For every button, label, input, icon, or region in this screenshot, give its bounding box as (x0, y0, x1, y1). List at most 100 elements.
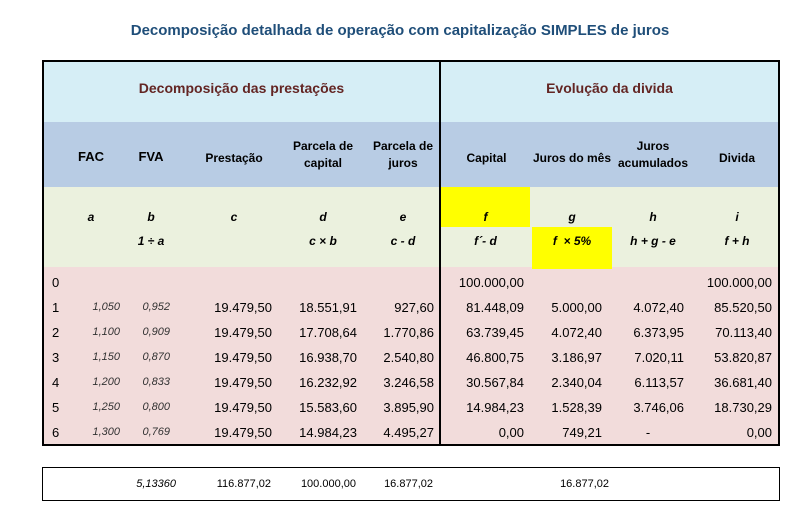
cell-period: 6 (52, 425, 60, 440)
section-title-evolucao: Evolução da divida (546, 80, 673, 96)
letter-f: f (483, 210, 488, 224)
cell-capital: 81.448,09 (466, 300, 524, 315)
cell-juros-acumulados: 3.746,06 (633, 400, 684, 415)
header-parcela-capital: Parcela de capital (284, 138, 362, 172)
table-row: 3 1,150 0,870 19.479,50 16.938,70 2.540,80 46.… (44, 345, 778, 370)
cell-fac: 1,050 (92, 301, 120, 313)
cell-parcela-juros: 3.246,58 (383, 375, 434, 390)
cell-juros-mes: 2.340,04 (551, 375, 602, 390)
cell-divida: 0,00 (746, 425, 772, 440)
cell-prestacao: 19.479,50 (214, 400, 272, 415)
cell-prestacao: 19.479,50 (214, 300, 272, 315)
cell-juros-acumulados: - (645, 425, 651, 440)
cell-divida: 70.113,40 (715, 325, 772, 340)
cell-period: 0 (52, 275, 60, 290)
cell-juros-mes: 1.528,39 (551, 400, 602, 415)
cell-juros-acumulados: 7.020,11 (634, 350, 684, 365)
total-fva: 5,13360 (136, 478, 176, 490)
cell-prestacao: 19.479,50 (214, 375, 272, 390)
cell-parcela-juros: 2.540,80 (383, 350, 434, 365)
section-title-decomposicao: Decomposição das prestações (138, 80, 345, 96)
letter-a: a (87, 210, 95, 224)
table-row: 1 1,050 0,952 19.479,50 18.551,91 927,60 81.44… (44, 295, 778, 320)
cell-fac: 1,100 (92, 326, 120, 338)
page-title: Decomposição detalhada de operação com c… (130, 22, 670, 39)
cell-fva: 0,769 (142, 426, 170, 438)
cell-fac: 1,150 (92, 351, 120, 363)
cell-period: 1 (52, 300, 60, 315)
header-fva: FVA (138, 149, 164, 164)
cell-juros-mes: 5.000,00 (551, 300, 602, 315)
cell-divida: 36.681,40 (714, 375, 772, 390)
cell-parcela-capital: 16.938,70 (299, 350, 357, 365)
letter-b: b (147, 210, 155, 224)
cell-divida: 85.520,50 (714, 300, 772, 315)
cell-capital: 63.739,45 (466, 325, 524, 340)
formula-e: c - d (390, 234, 416, 248)
table-row: 5 1,250 0,800 19.479,50 15.583,60 3.895,90 14.… (44, 395, 778, 420)
header-juros-acumulados-line1: Juros (636, 139, 670, 153)
formula-i: f + h (724, 234, 750, 248)
cell-divida: 18.730,29 (714, 400, 772, 415)
section-header-band (44, 62, 778, 122)
cell-fva: 0,870 (142, 351, 170, 363)
total-parcela-juros: 16.877,02 (384, 478, 433, 490)
cell-juros-mes (532, 270, 602, 295)
letter-d: d (319, 210, 327, 224)
highlight-g (532, 227, 612, 269)
cell-capital: 0,00 (498, 425, 524, 440)
header-juros-mes: Juros do mês (532, 151, 612, 165)
header-juros-acumulados-line2: acumulados (617, 156, 689, 170)
cell-juros-acumulados (612, 270, 684, 295)
cell-juros-acumulados: 4.072,40 (633, 300, 684, 315)
total-prestacao: 116.877,02 (216, 478, 271, 490)
letter-i: i (735, 210, 739, 224)
section-divider (439, 62, 441, 444)
formula-b: 1 ÷ a (137, 234, 165, 248)
cell-capital: 100.000,00 (458, 275, 524, 290)
decomposition-table: Decomposição das prestações Evolução da … (42, 60, 780, 446)
cell-prestacao (194, 270, 272, 295)
cell-prestacao: 19.479,50 (214, 350, 272, 365)
cell-fac (74, 270, 120, 295)
table-row: 4 1,200 0,833 19.479,50 16.232,92 3.246,58 30.… (44, 370, 778, 395)
cell-period: 2 (52, 325, 60, 340)
table-row: 0 100.000,00 100.000,00 (44, 270, 778, 295)
formula-h: h + g - e (630, 234, 676, 248)
header-divida: Divida (718, 151, 755, 165)
header-fac: FAC (78, 149, 104, 164)
cell-parcela-capital: 16.232,92 (299, 375, 357, 390)
letter-e: e (399, 210, 407, 224)
letter-c: c (230, 210, 238, 224)
cell-prestacao: 19.479,50 (214, 425, 272, 440)
cell-prestacao: 19.479,50 (214, 325, 272, 340)
cell-parcela-capital: 18.551,91 (299, 300, 357, 315)
cell-fva: 0,952 (142, 301, 170, 313)
totals-row: 5,13360 116.877,02 100.000,00 16.877,02 … (42, 467, 780, 501)
cell-fva (124, 270, 170, 295)
cell-capital: 46.800,75 (466, 350, 524, 365)
highlight-f (441, 187, 530, 227)
cell-parcela-juros: 3.895,90 (383, 400, 434, 415)
cell-divida: 100.000,00 (706, 275, 772, 290)
cell-fac: 1,250 (92, 401, 120, 413)
header-parcela-capital-line1: Parcela de (292, 139, 354, 153)
cell-parcela-capital: 14.984,23 (299, 425, 357, 440)
data-band (44, 267, 778, 444)
cell-parcela-juros: 927,60 (394, 300, 434, 315)
formula-band (44, 187, 778, 267)
formula-f: f´- d (474, 234, 497, 248)
cell-fva: 0,800 (142, 401, 170, 413)
cell-juros-acumulados: 6.373,95 (633, 325, 684, 340)
cell-parcela-juros (362, 270, 434, 295)
formula-d: c × b (309, 234, 337, 248)
formula-g: f × 5% (552, 234, 592, 248)
total-juros-mes: 16.877,02 (560, 478, 609, 490)
cell-divida: 53.820,87 (714, 350, 772, 365)
header-capital: Capital (466, 151, 507, 165)
cell-period: 5 (52, 400, 60, 415)
cell-juros-mes: 4.072,40 (551, 325, 602, 340)
cell-capital: 30.567,84 (466, 375, 524, 390)
cell-parcela-juros: 1.770,86 (383, 325, 434, 340)
cell-parcela-juros: 4.495,27 (383, 425, 434, 440)
